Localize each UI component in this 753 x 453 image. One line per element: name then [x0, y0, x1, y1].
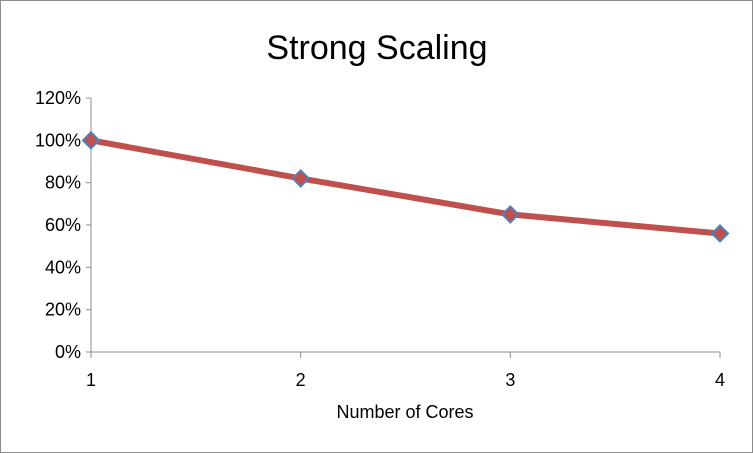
y-tick-label: 20% — [45, 300, 81, 320]
data-point-marker — [81, 130, 101, 150]
x-tick-label: 1 — [86, 370, 96, 390]
y-ticks: 0% 20% 40% 60% 80% 100% 120% — [35, 88, 91, 362]
series-line — [88, 137, 723, 237]
series-group — [81, 130, 730, 243]
chart-title: Strong Scaling — [266, 29, 487, 67]
data-point-marker — [500, 205, 520, 224]
x-tick-label: 2 — [296, 370, 306, 390]
y-tick-label: 0% — [55, 342, 81, 362]
y-tick-label: 40% — [45, 257, 81, 277]
x-tick-label: 3 — [505, 370, 515, 390]
y-tick-label: 60% — [45, 215, 81, 235]
y-tick-label: 80% — [45, 173, 81, 193]
y-tick-label: 120% — [35, 88, 81, 108]
x-axis-title: Number of Cores — [336, 402, 473, 422]
x-ticks: 1 2 3 4 — [86, 352, 725, 390]
x-tick-label: 4 — [715, 370, 725, 390]
y-tick-label: 100% — [35, 130, 81, 150]
data-point-marker — [710, 224, 730, 243]
data-point-marker — [291, 169, 311, 188]
